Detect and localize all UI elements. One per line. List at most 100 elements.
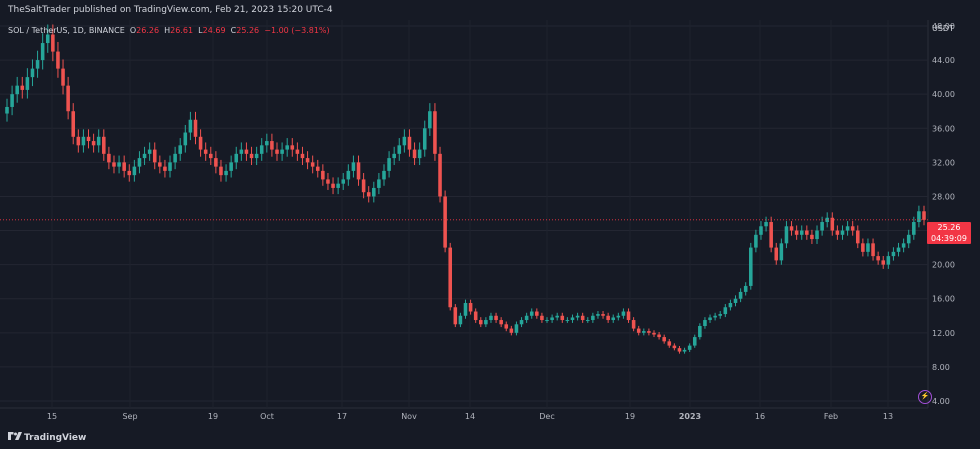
time-tick-label: 19 [625, 412, 635, 421]
price-tick-label: 12.00 [932, 329, 955, 338]
candle-body [540, 315, 544, 321]
candle-body [667, 341, 672, 346]
candle-body [922, 211, 926, 220]
candle-body [631, 320, 636, 329]
candle-body [173, 153, 177, 163]
high-value: 26.61 [170, 26, 194, 35]
candle-body [275, 149, 279, 154]
candle-body [219, 166, 223, 176]
candle-body [265, 141, 269, 146]
candle-body [448, 247, 452, 308]
candle-body [616, 315, 621, 318]
candle-body [453, 307, 458, 325]
candle-body [45, 34, 50, 44]
candle-body [397, 145, 402, 154]
low-value: 24.69 [202, 26, 226, 35]
candle-body [504, 324, 509, 329]
price-tick-label: 32.00 [932, 158, 955, 167]
candle-body [764, 222, 768, 227]
price-tick-label: 36.00 [932, 124, 955, 133]
candle-body [743, 285, 748, 292]
time-tick-label: 17 [337, 412, 347, 421]
candle-body [417, 149, 422, 159]
candle-body [285, 145, 289, 150]
candle-body [769, 222, 773, 248]
candle-body [76, 136, 81, 146]
candle-body [580, 315, 585, 321]
candle-body [341, 179, 346, 184]
time-tick-label: 15 [47, 412, 57, 421]
candle-body [86, 136, 91, 142]
candle-body [733, 298, 738, 303]
candle-body [193, 119, 198, 137]
price-tick-label: 16.00 [932, 295, 955, 304]
grid-lines [0, 20, 928, 408]
candle-body [239, 149, 244, 154]
candle-body [5, 106, 9, 114]
candle-body [489, 315, 493, 321]
candle-body [224, 170, 228, 176]
candle-body [382, 170, 386, 180]
symbol-name[interactable]: SOL / TetherUS, 1D, BINANCE [8, 26, 125, 35]
candle-body [850, 226, 855, 231]
price-tick-label: 28.00 [932, 192, 955, 201]
price-tick-label: 48.00 [932, 22, 955, 31]
candle-body [896, 247, 901, 252]
candle-body [392, 153, 396, 159]
high-label: H [164, 26, 171, 35]
candle-body [81, 136, 86, 146]
candle-body [713, 315, 717, 318]
candle-body [102, 136, 106, 154]
candle-body [254, 153, 259, 159]
candle-body [845, 226, 850, 231]
price-tick-label: 44.00 [932, 56, 955, 65]
candle-body [295, 149, 300, 154]
candle-body [66, 85, 70, 112]
candle-body [672, 345, 677, 349]
candle-body [351, 162, 356, 171]
candle-body [122, 162, 126, 171]
candle-body [331, 183, 335, 188]
candle-body [234, 153, 239, 163]
candle-body [509, 328, 514, 333]
candle-body [514, 324, 519, 333]
candle-body [142, 153, 147, 159]
candle-body [596, 314, 600, 316]
candle-body [876, 256, 880, 261]
chart-area[interactable]: 48.0044.0040.0036.0032.0028.0024.0020.00… [0, 20, 980, 428]
candle-body [738, 291, 743, 299]
candle-body [626, 311, 631, 321]
candle-body [698, 326, 702, 338]
candle-body [61, 68, 65, 86]
candle-body [524, 315, 529, 321]
candle-body [830, 217, 835, 231]
candle-body [820, 222, 824, 231]
candle-body [499, 320, 503, 325]
candle-body [784, 226, 789, 244]
publish-bar: TheSaltTrader published on TradingView.c… [0, 0, 980, 21]
candle-body [805, 230, 809, 235]
time-tick-label: 16 [755, 412, 765, 421]
candle-body [127, 170, 132, 176]
candle-body [433, 111, 437, 154]
candle-body [468, 302, 473, 312]
candlestick-chart[interactable]: 48.0044.0040.0036.0032.0028.0024.0020.00… [0, 20, 980, 428]
candle-body [545, 320, 549, 322]
time-tick-label: 2023 [679, 412, 701, 421]
candle-body [636, 328, 641, 333]
candle-body [473, 311, 478, 321]
candle-body [718, 314, 723, 316]
candle-body [214, 158, 218, 167]
candle-body [366, 192, 371, 197]
candle-body [305, 158, 310, 163]
candle-body [183, 132, 188, 146]
tradingview-brand: TradingView [24, 433, 87, 443]
symbol-legend[interactable]: SOL / TetherUS, 1D, BINANCE O26.26 H26.6… [8, 26, 330, 35]
candle-body [754, 234, 758, 248]
lightning-icon[interactable]: ⚡ [918, 390, 932, 404]
candle-body [107, 153, 111, 163]
candle-body [188, 119, 193, 133]
price-unit: USDT [932, 24, 954, 33]
candle-body [749, 247, 753, 286]
candle-body [621, 311, 626, 316]
